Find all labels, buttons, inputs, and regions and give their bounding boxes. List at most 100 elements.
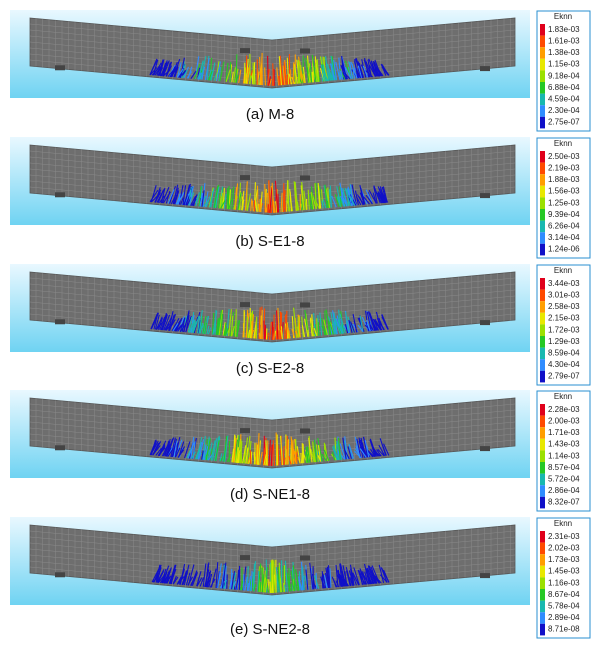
legend-label: 1.29e-03 bbox=[548, 337, 580, 346]
legend-label: 2.02e-03 bbox=[548, 544, 580, 553]
legend-swatch bbox=[540, 416, 545, 428]
legend: Eknn 1.83e-03 1.61e-03 1.38e-03 1.15e-03 9.18… bbox=[537, 11, 590, 131]
legend-swatch bbox=[540, 174, 545, 186]
legend-label: 2.86e-04 bbox=[548, 486, 580, 495]
legend-swatch bbox=[540, 359, 545, 371]
support-plate bbox=[300, 302, 310, 307]
legend-label: 4.30e-04 bbox=[548, 360, 580, 369]
crack bbox=[272, 322, 273, 340]
support-plate bbox=[300, 48, 310, 53]
legend-label: 8.71e-08 bbox=[548, 625, 580, 634]
support-plate bbox=[480, 573, 490, 578]
support-plate bbox=[240, 555, 250, 560]
legend-swatch bbox=[540, 105, 545, 117]
legend-swatch bbox=[540, 70, 545, 82]
crack bbox=[318, 322, 319, 336]
support-plate bbox=[55, 445, 65, 450]
legend-title: Eknn bbox=[554, 12, 572, 21]
crack bbox=[303, 444, 304, 463]
legend-label: 6.88e-04 bbox=[548, 83, 580, 92]
legend-label: 1.38e-03 bbox=[548, 48, 580, 57]
legend-swatch bbox=[540, 497, 545, 509]
panel: (d) S-NE1-8Eknn2.28e-032.00e-031.71e-031… bbox=[10, 390, 590, 511]
legend-label: 1.45e-03 bbox=[548, 567, 580, 576]
crack bbox=[265, 67, 266, 85]
legend-label: 6.26e-04 bbox=[548, 222, 580, 231]
legend-swatch bbox=[540, 151, 545, 163]
legend-swatch bbox=[540, 404, 545, 416]
legend-label: 1.24e-06 bbox=[548, 245, 580, 254]
legend-label: 1.14e-03 bbox=[548, 451, 580, 460]
legend-label: 2.15e-03 bbox=[548, 314, 580, 323]
legend-swatch bbox=[540, 450, 545, 462]
legend-swatch bbox=[540, 209, 545, 221]
support-plate bbox=[55, 572, 65, 577]
support-plate bbox=[480, 193, 490, 198]
legend-swatch bbox=[540, 543, 545, 555]
crack bbox=[301, 453, 302, 463]
legend-label: 1.72e-03 bbox=[548, 325, 580, 334]
legend-label: 9.18e-04 bbox=[548, 71, 580, 80]
panel: (a) M-8Eknn1.83e-031.61e-031.38e-031.15e… bbox=[10, 10, 590, 131]
support-plate bbox=[240, 428, 250, 433]
panel: (b) S-E1-8Eknn2.50e-032.19e-031.88e-031.… bbox=[10, 137, 590, 258]
support-plate bbox=[240, 175, 250, 180]
legend-label: 1.61e-03 bbox=[548, 37, 580, 46]
support-plate bbox=[480, 446, 490, 451]
legend-swatch bbox=[540, 439, 545, 451]
support-plate bbox=[240, 302, 250, 307]
legend-label: 1.83e-03 bbox=[548, 25, 580, 34]
legend-swatch bbox=[540, 612, 545, 624]
legend-swatch bbox=[540, 324, 545, 336]
legend-label: 1.25e-03 bbox=[548, 198, 580, 207]
crack bbox=[299, 62, 300, 84]
legend-label: 9.39e-04 bbox=[548, 210, 580, 219]
figure: (a) M-8Eknn1.83e-031.61e-031.38e-031.15e… bbox=[0, 0, 592, 646]
crack bbox=[259, 204, 260, 212]
legend-swatch bbox=[540, 301, 545, 313]
legend-label: 2.19e-03 bbox=[548, 164, 580, 173]
legend-label: 2.89e-04 bbox=[548, 613, 580, 622]
legend: Eknn2.31e-032.02e-031.73e-031.45e-031.16… bbox=[537, 518, 590, 638]
panel: (c) S-E2-8Eknn3.44e-033.01e-032.58e-032.… bbox=[10, 264, 590, 385]
legend-label: 2.30e-04 bbox=[548, 106, 580, 115]
legend-swatch bbox=[540, 59, 545, 71]
legend-label: 1.88e-03 bbox=[548, 175, 580, 184]
legend-label: 3.14e-04 bbox=[548, 233, 580, 242]
legend-label: 1.73e-03 bbox=[548, 555, 580, 564]
crack bbox=[262, 568, 263, 592]
legend-swatch bbox=[540, 348, 545, 360]
legend-swatch bbox=[540, 336, 545, 348]
support-plate bbox=[55, 65, 65, 70]
legend-swatch bbox=[540, 462, 545, 474]
legend-swatch bbox=[540, 186, 545, 198]
legend-title: Eknn bbox=[554, 392, 572, 401]
legend: Eknn2.50e-032.19e-031.88e-031.56e-031.25… bbox=[537, 138, 590, 258]
crack bbox=[256, 443, 257, 465]
legend-swatch bbox=[540, 427, 545, 439]
crack bbox=[252, 201, 253, 212]
legend-swatch bbox=[540, 566, 545, 578]
legend-title: Eknn bbox=[554, 266, 572, 275]
caption: (c) S-E2-8 bbox=[236, 360, 304, 377]
crack bbox=[273, 63, 274, 85]
legend-swatch bbox=[540, 47, 545, 59]
crack bbox=[279, 76, 280, 85]
legend-label: 8.57e-04 bbox=[548, 463, 580, 472]
legend-label: 8.67e-04 bbox=[548, 590, 580, 599]
caption: (b) S-E1-8 bbox=[235, 233, 304, 250]
legend-label: 2.79e-07 bbox=[548, 372, 580, 381]
legend-label: 1.71e-03 bbox=[548, 428, 580, 437]
crack bbox=[264, 321, 265, 340]
legend-swatch bbox=[540, 163, 545, 175]
legend-label: 2.31e-03 bbox=[548, 532, 580, 541]
legend-swatch bbox=[540, 24, 545, 36]
legend-label: 2.00e-03 bbox=[548, 417, 580, 426]
legend-label: 8.59e-04 bbox=[548, 349, 580, 358]
support-plate bbox=[240, 48, 250, 53]
caption: (d) S-NE1-8 bbox=[230, 486, 310, 503]
crack bbox=[265, 184, 266, 212]
crack bbox=[236, 309, 237, 336]
legend-label: 1.15e-03 bbox=[548, 60, 580, 69]
legend-swatch bbox=[540, 601, 545, 613]
